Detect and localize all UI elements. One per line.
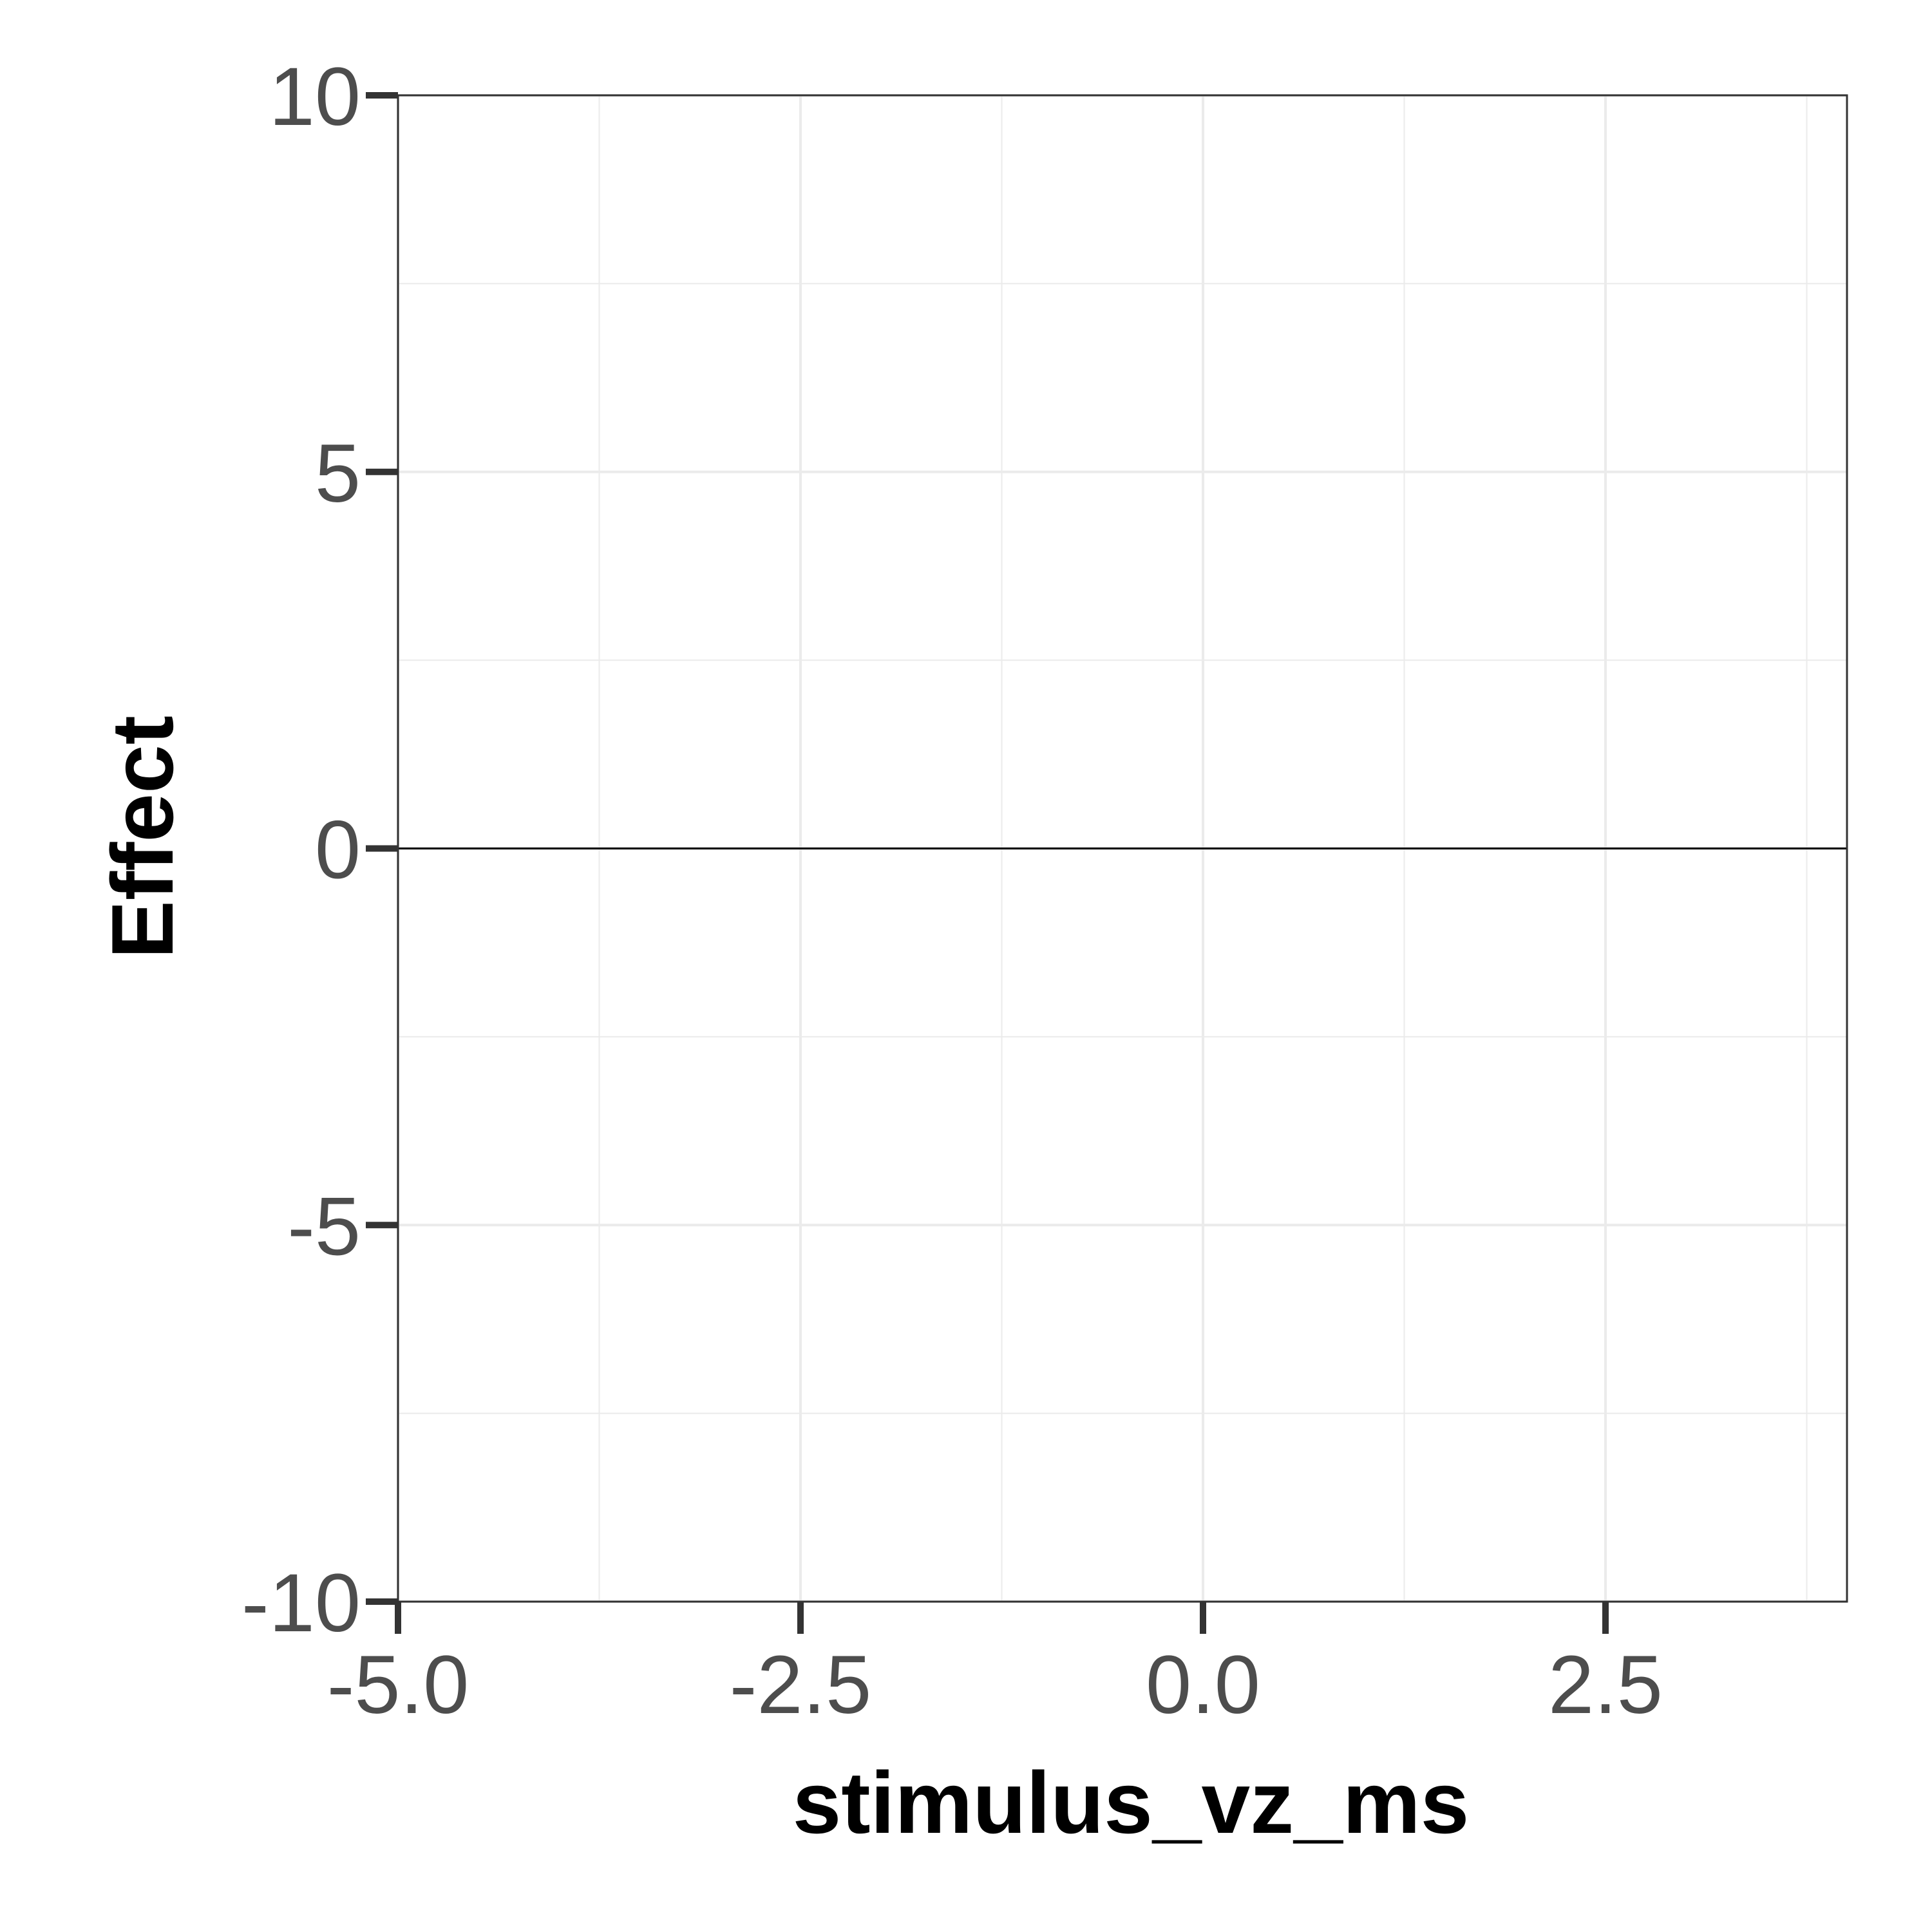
y-axis-title: Effect — [93, 715, 191, 959]
x-axis-tick-labels: -5.0 -2.5 0.0 2.5 — [327, 1639, 1663, 1731]
y-tick-label: -10 — [242, 1557, 361, 1649]
y-axis-tick-labels: -10 -5 0 5 10 — [242, 51, 361, 1649]
x-axis-ticks — [395, 1602, 1609, 1634]
y-axis-ticks — [366, 92, 398, 1605]
y-tick-label: -5 — [287, 1180, 361, 1273]
x-tick-label: -5.0 — [327, 1639, 469, 1731]
x-tick-label: 2.5 — [1548, 1639, 1663, 1731]
y-tick-label: 5 — [315, 428, 361, 520]
y-tick-label: 0 — [315, 804, 361, 896]
y-tick-label: 10 — [269, 51, 361, 143]
x-axis-title: stimulus_vz_ms — [793, 1754, 1470, 1852]
x-tick-label: 0.0 — [1146, 1639, 1260, 1731]
x-tick-label: -2.5 — [730, 1639, 872, 1731]
